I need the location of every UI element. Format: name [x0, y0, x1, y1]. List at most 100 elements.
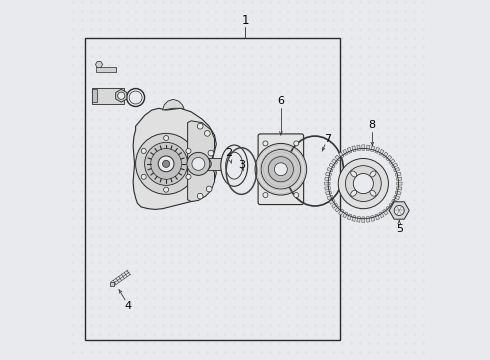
Polygon shape	[367, 216, 370, 222]
Circle shape	[136, 134, 196, 194]
Polygon shape	[375, 147, 380, 153]
Circle shape	[145, 142, 188, 185]
Polygon shape	[362, 217, 365, 222]
Polygon shape	[116, 89, 127, 102]
Circle shape	[187, 152, 210, 175]
Polygon shape	[362, 145, 365, 150]
Circle shape	[255, 143, 307, 195]
Circle shape	[353, 174, 373, 194]
Text: 3: 3	[239, 159, 245, 170]
Text: 7: 7	[324, 134, 331, 144]
Circle shape	[186, 148, 191, 153]
Bar	[202, 158, 225, 170]
Polygon shape	[335, 155, 341, 161]
Polygon shape	[386, 155, 392, 161]
Ellipse shape	[370, 171, 376, 177]
Polygon shape	[163, 99, 184, 110]
Polygon shape	[343, 212, 348, 218]
Circle shape	[263, 141, 268, 146]
Circle shape	[208, 150, 214, 156]
Polygon shape	[188, 121, 215, 202]
Circle shape	[338, 158, 389, 209]
Polygon shape	[352, 215, 356, 221]
Circle shape	[200, 158, 211, 170]
Ellipse shape	[351, 190, 357, 196]
Polygon shape	[339, 209, 344, 215]
Circle shape	[151, 148, 181, 179]
Ellipse shape	[351, 171, 357, 177]
Polygon shape	[325, 177, 330, 180]
Bar	[92, 88, 124, 104]
Polygon shape	[396, 177, 402, 180]
Polygon shape	[397, 182, 402, 185]
Polygon shape	[335, 206, 341, 212]
Circle shape	[192, 157, 205, 170]
Polygon shape	[327, 167, 333, 172]
Text: 4: 4	[125, 301, 132, 311]
Polygon shape	[357, 145, 360, 151]
Polygon shape	[327, 195, 333, 200]
Polygon shape	[367, 145, 370, 151]
Polygon shape	[383, 152, 388, 158]
Circle shape	[394, 206, 404, 216]
Polygon shape	[332, 203, 338, 208]
Circle shape	[118, 92, 125, 99]
Circle shape	[186, 174, 191, 179]
Circle shape	[294, 193, 299, 198]
Polygon shape	[396, 186, 402, 190]
Circle shape	[141, 148, 146, 153]
Bar	[96, 67, 116, 72]
Polygon shape	[329, 199, 335, 204]
Polygon shape	[343, 149, 348, 156]
FancyBboxPatch shape	[258, 134, 304, 204]
Polygon shape	[325, 191, 332, 195]
Polygon shape	[395, 191, 401, 195]
Polygon shape	[375, 214, 380, 220]
Polygon shape	[379, 149, 384, 156]
Polygon shape	[371, 146, 375, 152]
Polygon shape	[329, 163, 335, 168]
Circle shape	[163, 160, 170, 167]
Ellipse shape	[225, 152, 243, 179]
Polygon shape	[371, 215, 375, 221]
Polygon shape	[379, 212, 384, 218]
Circle shape	[141, 174, 146, 179]
Circle shape	[206, 186, 212, 192]
Text: 1: 1	[241, 14, 249, 27]
Polygon shape	[389, 159, 395, 164]
Polygon shape	[393, 167, 400, 172]
Polygon shape	[386, 206, 392, 212]
Circle shape	[158, 156, 174, 172]
Polygon shape	[395, 172, 401, 176]
Polygon shape	[325, 182, 330, 185]
Polygon shape	[332, 159, 338, 164]
Circle shape	[263, 193, 268, 198]
Circle shape	[204, 131, 210, 136]
Circle shape	[269, 157, 294, 182]
Circle shape	[197, 123, 203, 129]
Circle shape	[294, 141, 299, 146]
Circle shape	[274, 163, 287, 176]
Text: 6: 6	[277, 96, 284, 106]
Text: 5: 5	[396, 224, 403, 234]
Circle shape	[197, 193, 203, 199]
Ellipse shape	[221, 145, 247, 186]
Polygon shape	[347, 214, 352, 220]
Bar	[92, 89, 97, 102]
Circle shape	[345, 166, 381, 202]
Circle shape	[164, 187, 169, 192]
Polygon shape	[357, 216, 360, 222]
Text: 2: 2	[225, 148, 232, 158]
Polygon shape	[352, 146, 356, 152]
Text: 8: 8	[369, 121, 376, 130]
Polygon shape	[96, 62, 102, 68]
Polygon shape	[383, 209, 388, 215]
Polygon shape	[325, 186, 330, 190]
Polygon shape	[392, 199, 397, 204]
Polygon shape	[389, 203, 395, 208]
Polygon shape	[133, 108, 216, 210]
Polygon shape	[392, 163, 397, 168]
Polygon shape	[389, 202, 409, 219]
Polygon shape	[325, 172, 332, 176]
Bar	[110, 282, 115, 286]
